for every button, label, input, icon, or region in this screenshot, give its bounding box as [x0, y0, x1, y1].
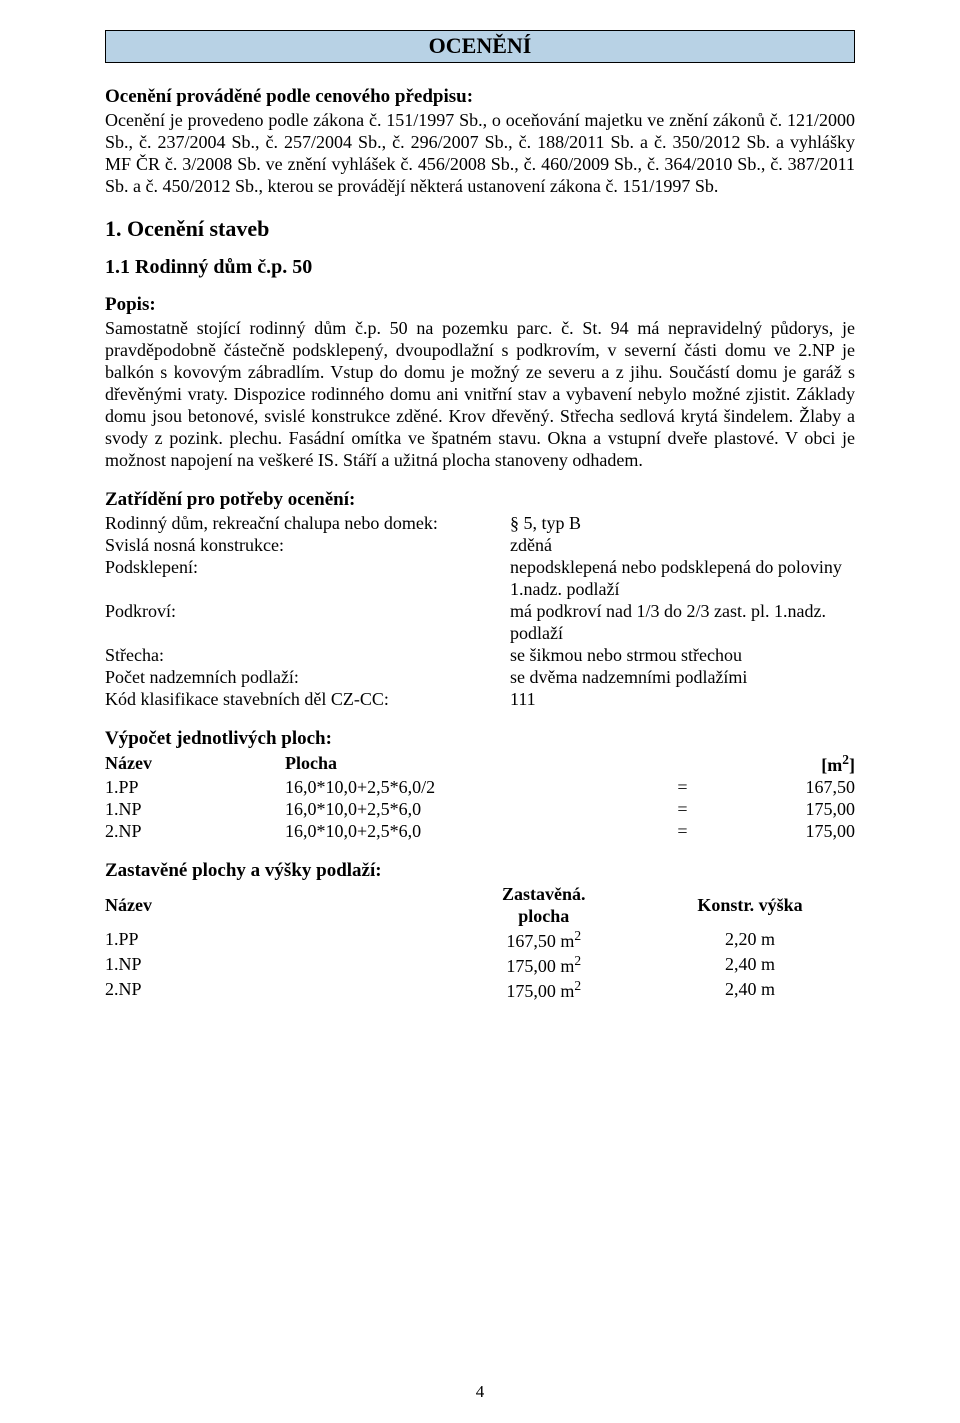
zatrideni-value: se dvěma nadzemními podlažími	[510, 667, 855, 689]
predpis-heading: Ocenění prováděné podle cenového předpis…	[105, 85, 855, 108]
page-title-band: OCENĚNÍ	[105, 30, 855, 63]
vypocet-expr: 16,0*10,0+2,5*6,0/2	[285, 777, 660, 799]
col-area: Zastavěná.plocha	[443, 884, 646, 928]
predpis-text: Ocenění je provedeno podle zákona č. 151…	[105, 110, 855, 198]
vypocet-row: 1.NP16,0*10,0+2,5*6,0=175,00	[105, 799, 855, 821]
vypocet-eq: =	[660, 821, 705, 843]
subsection-heading-dum: 1.1 Rodinný dům č.p. 50	[105, 255, 855, 279]
zastavene-row: 1.NP175,00 m22,40 m	[105, 953, 855, 978]
vypocet-expr: 16,0*10,0+2,5*6,0	[285, 821, 660, 843]
zatrideni-heading: Zatřídění pro potřeby ocenění:	[105, 488, 855, 511]
zatrideni-row: Podkroví:má podkroví nad 1/3 do 2/3 zast…	[105, 601, 855, 645]
zastavene-name: 1.PP	[105, 928, 443, 953]
vypocet-name: 2.NP	[105, 821, 285, 843]
zastavene-name: 1.NP	[105, 953, 443, 978]
col-nazev: Název	[105, 884, 443, 928]
zatrideni-row: Podsklepení:nepodsklepená nebo podsklepe…	[105, 557, 855, 601]
vypocet-val: 175,00	[705, 821, 855, 843]
vypocet-row: 2.NP16,0*10,0+2,5*6,0=175,00	[105, 821, 855, 843]
zatrideni-key: Střecha:	[105, 645, 510, 667]
zatrideni-value: zděná	[510, 535, 855, 557]
zastavene-row: 2.NP175,00 m22,40 m	[105, 978, 855, 1003]
zatrideni-value: nepodsklepená nebo podsklepená do polovi…	[510, 557, 855, 601]
zatrideni-row: Svislá nosná konstrukce:zděná	[105, 535, 855, 557]
page-number: 4	[0, 1382, 960, 1403]
zastavene-header-row: Název Zastavěná.plocha Konstr. výška	[105, 884, 855, 928]
vypocet-name: 1.PP	[105, 777, 285, 799]
vypocet-expr: 16,0*10,0+2,5*6,0	[285, 799, 660, 821]
zatrideni-key: Kód klasifikace stavebních děl CZ-CC:	[105, 689, 510, 711]
zatrideni-row: Kód klasifikace stavebních děl CZ-CC:111	[105, 689, 855, 711]
col-unit: [m2]	[705, 752, 855, 777]
col-plocha: Plocha	[285, 752, 660, 777]
zastavene-height: 2,40 m	[645, 953, 855, 978]
vypocet-val: 167,50	[705, 777, 855, 799]
vypocet-eq: =	[660, 799, 705, 821]
zatrideni-key: Podsklepení:	[105, 557, 510, 601]
zatrideni-value: má podkroví nad 1/3 do 2/3 zast. pl. 1.n…	[510, 601, 855, 645]
zatrideni-key: Rodinný dům, rekreační chalupa nebo dome…	[105, 513, 510, 535]
zatrideni-row: Počet nadzemních podlaží:se dvěma nadzem…	[105, 667, 855, 689]
zastavene-name: 2.NP	[105, 978, 443, 1003]
vypocet-name: 1.NP	[105, 799, 285, 821]
popis-text: Samostatně stojící rodinný dům č.p. 50 n…	[105, 318, 855, 472]
vypocet-heading: Výpočet jednotlivých ploch:	[105, 727, 855, 750]
zatrideni-value: se šikmou nebo strmou střechou	[510, 645, 855, 667]
zatrideni-key: Svislá nosná konstrukce:	[105, 535, 510, 557]
zatrideni-value: 111	[510, 689, 855, 711]
vypocet-header-row: Název Plocha [m2]	[105, 752, 855, 777]
zastavene-height: 2,20 m	[645, 928, 855, 953]
zatrideni-row: Střecha:se šikmou nebo strmou střechou	[105, 645, 855, 667]
vypocet-table: Název Plocha [m2] 1.PP16,0*10,0+2,5*6,0/…	[105, 752, 855, 843]
zatrideni-value: § 5, typ B	[510, 513, 855, 535]
section-heading-staveb: 1. Ocenění staveb	[105, 216, 855, 243]
zastavene-height: 2,40 m	[645, 978, 855, 1003]
vypocet-val: 175,00	[705, 799, 855, 821]
zatrideni-key: Podkroví:	[105, 601, 510, 645]
zastavene-area: 175,00 m2	[443, 978, 646, 1003]
zastavene-area: 175,00 m2	[443, 953, 646, 978]
zastavene-area: 167,50 m2	[443, 928, 646, 953]
col-height: Konstr. výška	[645, 884, 855, 928]
zatrideni-key: Počet nadzemních podlaží:	[105, 667, 510, 689]
vypocet-eq: =	[660, 777, 705, 799]
zastavene-table: Název Zastavěná.plocha Konstr. výška 1.P…	[105, 884, 855, 1003]
vypocet-row: 1.PP16,0*10,0+2,5*6,0/2=167,50	[105, 777, 855, 799]
popis-heading: Popis:	[105, 293, 855, 316]
zatrideni-row: Rodinný dům, rekreační chalupa nebo dome…	[105, 513, 855, 535]
zastavene-heading: Zastavěné plochy a výšky podlaží:	[105, 859, 855, 882]
zastavene-row: 1.PP167,50 m22,20 m	[105, 928, 855, 953]
zatrideni-table: Rodinný dům, rekreační chalupa nebo dome…	[105, 513, 855, 711]
col-nazev: Název	[105, 752, 285, 777]
